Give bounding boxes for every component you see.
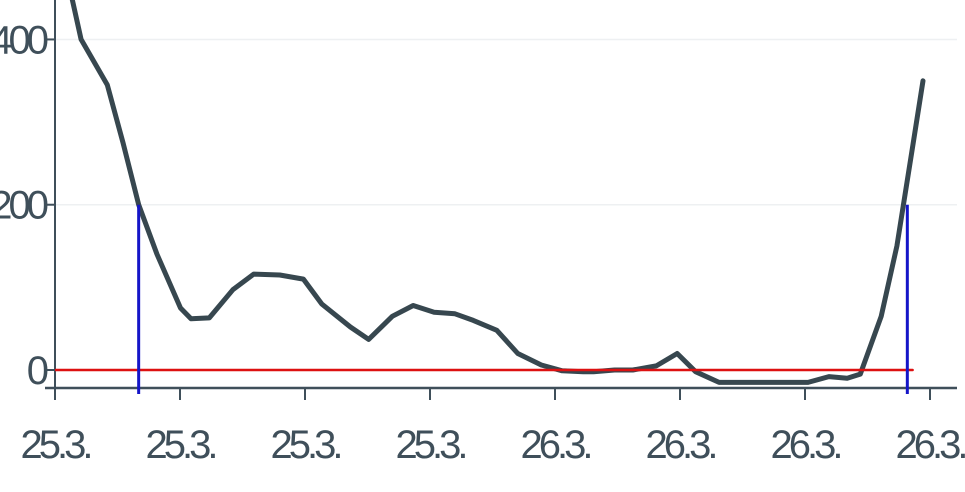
x-tick-label: 26.3.	[521, 423, 591, 467]
x-tick-label: 26.3.	[771, 423, 841, 467]
x-tick-label: 26.3.	[646, 423, 716, 467]
y-tick-label: 400	[0, 18, 48, 62]
x-tick-label: 25.3.	[396, 423, 466, 467]
series-line	[69, 0, 926, 385]
x-tick-label: 25.3.	[146, 423, 216, 467]
x-tick-label: 26.3.	[896, 423, 965, 467]
x-tick-label: 25.3.	[271, 423, 341, 467]
y-tick-label: 0	[27, 349, 48, 393]
y-tick-label: 200	[0, 184, 48, 228]
x-tick-label: 25.3.	[21, 423, 91, 467]
